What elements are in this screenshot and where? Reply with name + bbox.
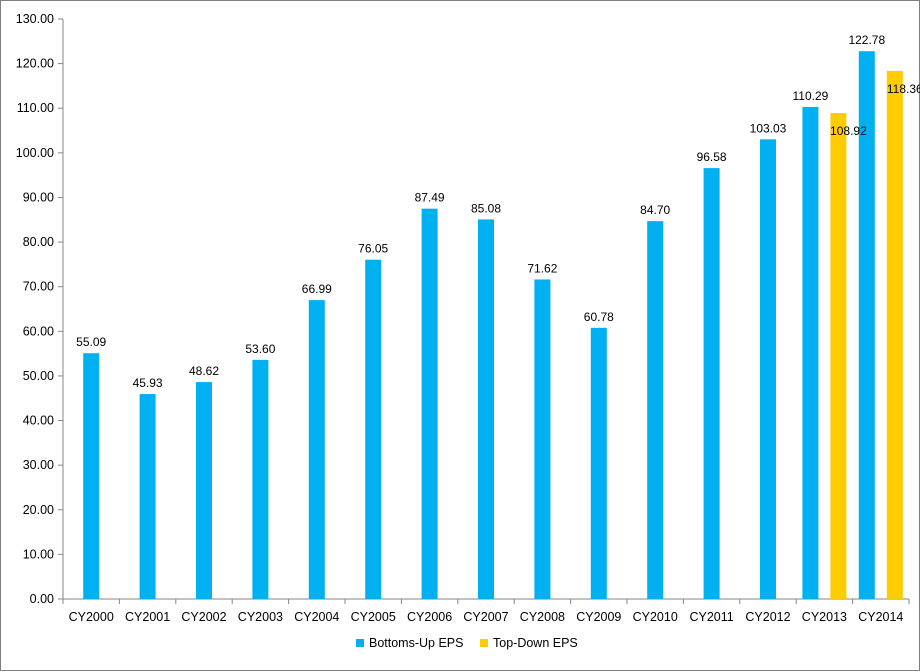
bars (83, 51, 903, 600)
x-category-label: CY2002 (181, 610, 226, 624)
x-category-label: CY2013 (802, 610, 847, 624)
bottoms-up-eps-bar (308, 300, 325, 599)
y-tick-label: 60.00 (23, 324, 54, 338)
bottoms-up-eps-bar (760, 139, 776, 599)
x-category-label: CY2010 (633, 610, 678, 624)
x-axis: CY2000 CY2001 CY2002 CY2003 CY2004 CY2005 CY20… (62, 598, 910, 624)
bottoms-up-eps-bar (590, 327, 607, 599)
bottoms-up-eps-data-label: 84.70 (640, 203, 670, 217)
bottoms-up-eps-bar (534, 279, 551, 599)
bottoms-up-eps-bar (83, 353, 100, 599)
x-category-label: CY2003 (238, 610, 283, 624)
bottoms-up-eps-bar (252, 359, 269, 599)
bottoms-up-eps-bar (703, 168, 720, 599)
bottoms-up-eps-bar (196, 382, 212, 599)
top-down-eps-bar (830, 113, 847, 600)
y-tick-label: 130.00 (16, 12, 54, 26)
y-tick-label: 50.00 (23, 369, 54, 383)
x-category-label: CY2011 (689, 610, 733, 624)
bottoms-up-eps-data-label: 45.93 (133, 376, 163, 390)
y-tick-label: 70.00 (23, 280, 54, 294)
y-tick-label: 80.00 (23, 235, 54, 249)
y-tick-label: 100.00 (16, 146, 54, 160)
bottoms-up-eps-bar (139, 394, 156, 599)
y-tick-label: 10.00 (23, 547, 54, 561)
x-category-label: CY2000 (69, 610, 114, 624)
bottoms-up-eps-bar (802, 106, 819, 599)
y-tick-label: 40.00 (23, 414, 54, 428)
x-category-label: CY2012 (745, 610, 790, 624)
x-category-label: CY2005 (351, 610, 396, 624)
y-tick-label: 30.00 (23, 458, 54, 472)
x-category-label: CY2007 (463, 610, 508, 624)
bottoms-up-eps-data-label: 110.29 (792, 89, 828, 103)
legend-swatch-top-down (480, 639, 488, 647)
bottoms-up-eps-data-label: 85.08 (471, 201, 501, 215)
y-tick-label: 90.00 (23, 190, 54, 204)
bottoms-up-eps-bar (421, 208, 438, 599)
bottoms-up-eps-data-label: 55.09 (76, 335, 106, 349)
y-tick-label: 0.00 (30, 592, 54, 606)
x-category-label: CY2004 (294, 610, 339, 624)
legend-label-bottoms-up: Bottoms-Up EPS (369, 636, 463, 650)
x-category-label: CY2009 (576, 610, 621, 624)
y-axis: 0.00 10.00 20.00 30.00 40.00 50.00 60.00 70.00 8… (16, 12, 64, 606)
y-tick-label: 120.00 (16, 57, 54, 71)
y-tick-label: 20.00 (23, 503, 54, 517)
x-category-label: CY2001 (125, 610, 170, 624)
bottoms-up-eps-data-label: 48.62 (189, 364, 219, 378)
top-down-eps-bar (886, 70, 903, 599)
bottoms-up-eps-data-label: 60.78 (584, 310, 614, 324)
bottoms-up-eps-data-label: 87.49 (415, 191, 445, 205)
data-labels: 55.09 45.93 48.62 53.60 66.99 76.05 87.49 85.08… (76, 33, 920, 390)
x-category-label: CY2008 (520, 610, 565, 624)
bottoms-up-eps-bar (858, 51, 875, 600)
x-category-label: CY2006 (407, 610, 452, 624)
bottoms-up-eps-data-label: 71.62 (527, 261, 557, 275)
bottoms-up-eps-bar (478, 219, 494, 600)
x-category-label: CY2014 (858, 610, 903, 624)
bottoms-up-eps-data-label: 66.99 (302, 282, 332, 296)
bottoms-up-eps-data-label: 122.78 (848, 33, 885, 47)
legend-swatch-bottoms-up (356, 639, 364, 647)
bottoms-up-eps-data-label: 53.60 (245, 342, 275, 356)
bottoms-up-eps-data-label: 103.03 (750, 121, 787, 135)
legend-label-top-down: Top-Down EPS (493, 636, 578, 650)
bottoms-up-eps-data-label: 76.05 (358, 242, 388, 256)
top-down-eps-data-label: 118.36 (887, 82, 920, 96)
legend: Bottoms-Up EPS Top-Down EPS (356, 636, 578, 650)
bottoms-up-eps-data-label: 96.58 (697, 150, 727, 164)
bottoms-up-eps-bar (365, 259, 382, 599)
y-tick-label: 110.00 (17, 101, 54, 115)
bottoms-up-eps-bar (647, 221, 664, 599)
top-down-eps-data-label: 108.92 (830, 124, 867, 138)
